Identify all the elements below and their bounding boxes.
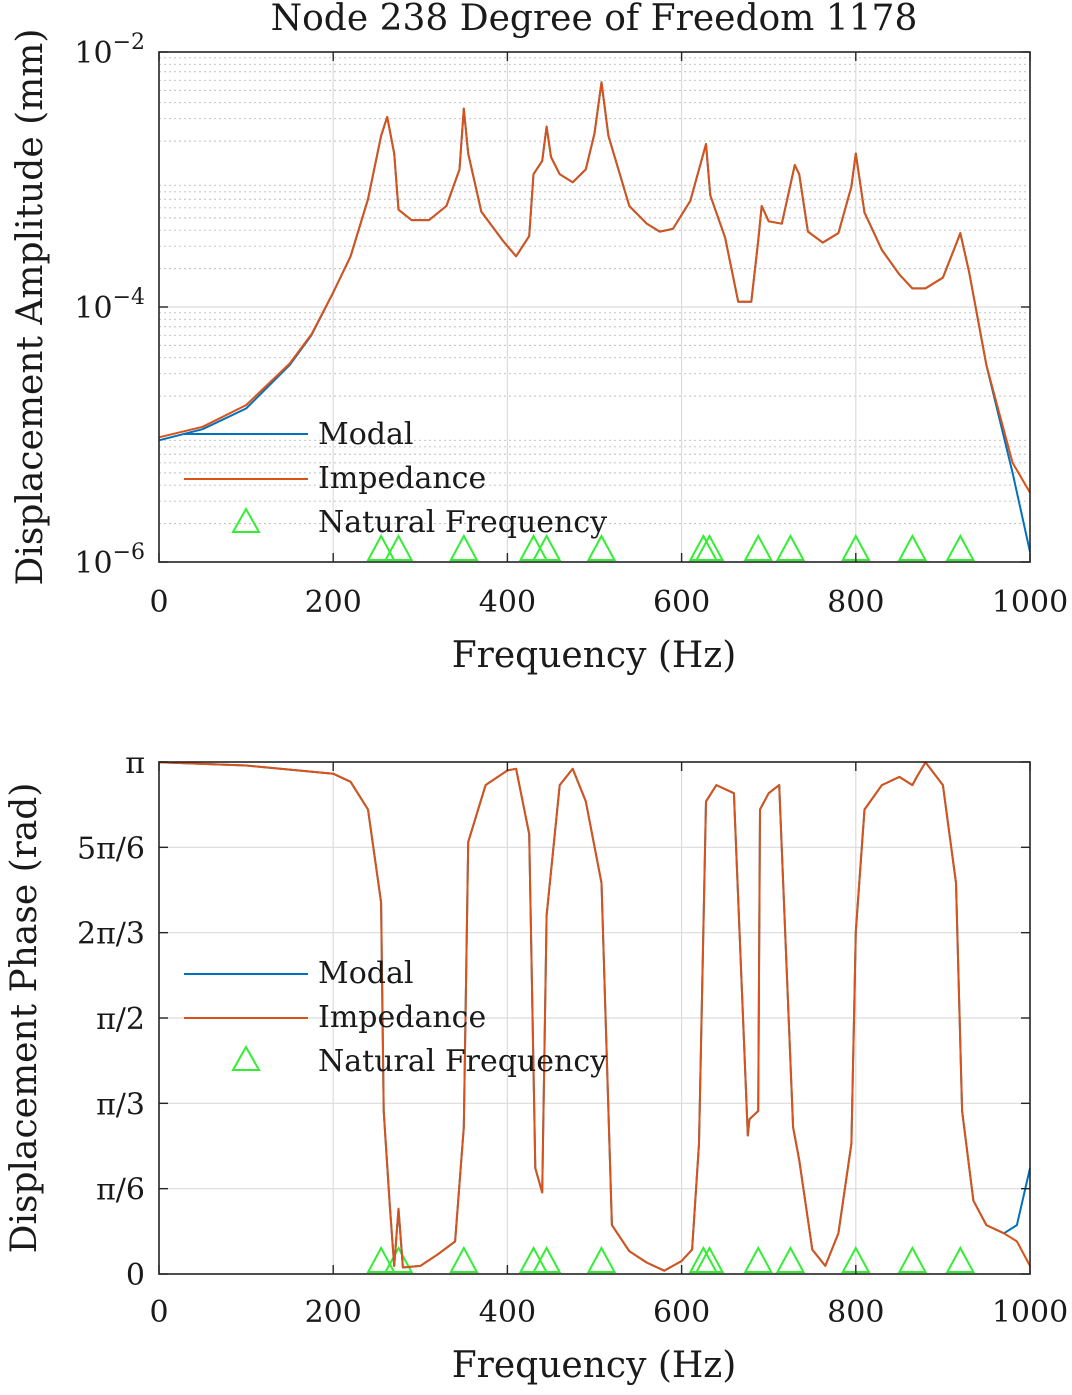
phase-natural-frequency-marker <box>531 1245 562 1273</box>
amplitude-y-tick-label: 10−6 <box>74 540 145 581</box>
amplitude-natural-frequency-marker <box>743 533 773 561</box>
phase-natural-frequency-marker <box>518 1245 549 1273</box>
phase-legend-natural-frequency-marker <box>231 1044 261 1071</box>
phase-natural-frequency-marker <box>743 1245 773 1273</box>
phase-y-tick-label: 5π/6 <box>77 831 145 866</box>
amplitude-x-axis-label: Frequency (Hz) <box>452 635 737 676</box>
phase-natural-frequency-marker <box>383 1245 414 1273</box>
phase-x-tick-label: 400 <box>479 1295 536 1330</box>
amplitude-natural-frequency-marker <box>366 533 396 561</box>
amplitude-legend-impedance-label: Impedance <box>318 461 486 496</box>
amplitude-natural-frequency-marker <box>449 533 479 561</box>
phase-natural-frequency-marker <box>586 1245 617 1273</box>
phase-x-axis-label: Frequency (Hz) <box>452 1345 737 1386</box>
amplitude-x-tick-label: 0 <box>149 585 168 620</box>
amplitude-natural-frequency-marker <box>945 533 975 561</box>
phase-natural-frequency-marker <box>897 1245 928 1273</box>
amplitude-impedance-line <box>158 81 1031 494</box>
phase-y-tick-label: π <box>125 746 145 781</box>
phase-x-tick-label: 800 <box>827 1295 884 1330</box>
amplitude-x-tick-label: 600 <box>653 585 710 620</box>
amplitude-y-ticks: 10−6 10−4 10−2 <box>74 30 1030 581</box>
amplitude-legend-natural-frequency-marker <box>231 506 261 533</box>
amplitude-modal-line <box>158 81 1031 553</box>
amplitude-legend-natural-frequency-label: Natural Frequency <box>318 505 607 540</box>
phase-impedance-line <box>158 761 1031 1272</box>
phase-legend-impedance-label: Impedance <box>318 1000 486 1035</box>
amplitude-x-ticks: 0 200 400 600 800 1000 <box>149 52 1068 620</box>
phase-x-ticks: 0 200 400 600 800 1000 <box>149 762 1068 1330</box>
phase-x-tick-label: 600 <box>653 1295 710 1330</box>
amplitude-natural-frequency-marker <box>694 533 725 561</box>
amplitude-natural-frequency-marker <box>531 533 562 561</box>
phase-legend-modal-label: Modal <box>318 956 413 991</box>
phase-y-tick-label: 2π/3 <box>77 917 145 952</box>
phase-x-tick-label: 1000 <box>992 1295 1068 1330</box>
amplitude-natural-frequency-marker <box>775 533 806 561</box>
phase-x-tick-label: 200 <box>305 1295 362 1330</box>
amplitude-y-tick-label: 10−2 <box>74 30 145 71</box>
amplitude-natural-frequency-marker <box>383 533 414 561</box>
phase-natural-frequency-marker <box>366 1245 396 1273</box>
amplitude-title: Node 238 Degree of Freedom 1178 <box>271 0 918 39</box>
amplitude-legend: Modal Impedance Natural Frequency <box>184 417 607 540</box>
amplitude-x-tick-label: 400 <box>479 585 536 620</box>
phase-legend-natural-frequency-label: Natural Frequency <box>318 1044 607 1079</box>
phase-y-axis-label: Displacement Phase (rad) <box>4 783 45 1254</box>
phase-y-tick-label: 0 <box>126 1258 145 1293</box>
amplitude-plot: Node 238 Degree of Freedom 1178 0 200 400 6… <box>10 0 1068 676</box>
amplitude-x-tick-label: 200 <box>305 585 362 620</box>
phase-y-ticks: 0 π/6 π/3 π/2 2π/3 5π/6 π <box>77 746 1030 1293</box>
phase-natural-frequency-marker <box>694 1245 725 1273</box>
phase-natural-frequency-markers <box>366 1245 975 1273</box>
amplitude-y-axis-label: Displacement Amplitude (mm) <box>10 29 51 586</box>
phase-y-tick-label: π/3 <box>96 1087 145 1122</box>
phase-y-tick-label: π/6 <box>96 1173 145 1208</box>
phase-plot: 0 200 400 600 800 1000 0 π/6 π/3 π/2 2π/3 5π/6 π Fr… <box>4 746 1068 1386</box>
phase-modal-line <box>158 761 1031 1272</box>
amplitude-series <box>158 81 1031 553</box>
amplitude-natural-frequency-marker <box>897 533 928 561</box>
phase-natural-frequency-marker <box>775 1245 806 1273</box>
amplitude-natural-frequency-markers <box>366 533 975 561</box>
amplitude-legend-modal-label: Modal <box>318 417 413 452</box>
phase-legend: Modal Impedance Natural Frequency <box>184 956 607 1079</box>
phase-natural-frequency-marker <box>945 1245 975 1273</box>
phase-series <box>158 761 1031 1272</box>
amplitude-x-tick-label: 800 <box>827 585 884 620</box>
amplitude-x-tick-label: 1000 <box>992 585 1068 620</box>
phase-natural-frequency-marker <box>449 1245 479 1273</box>
phase-y-tick-label: π/2 <box>96 1002 145 1037</box>
phase-x-tick-label: 0 <box>149 1295 168 1330</box>
amplitude-y-tick-label: 10−4 <box>74 285 145 326</box>
amplitude-natural-frequency-marker <box>586 533 617 561</box>
